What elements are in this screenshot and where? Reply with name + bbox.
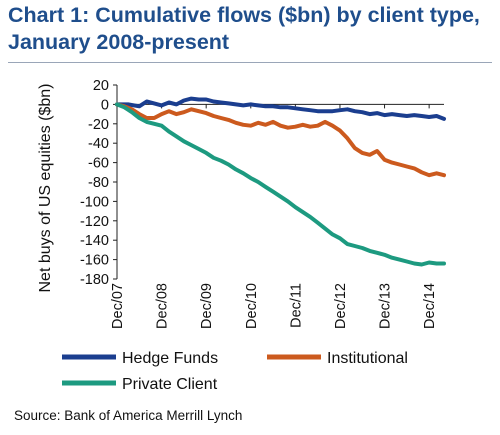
y-tick-label: -60 — [88, 156, 109, 172]
x-tick-label: Dec/09 — [199, 283, 215, 329]
y-axis-ticks: 20 0 -20 -40 -60 -80 -100 -120 -140 -160 -180 — [80, 78, 117, 288]
y-tick-label: 0 — [101, 97, 109, 113]
y-tick-label: -20 — [88, 117, 109, 133]
x-tick-label: Dec/11 — [288, 283, 304, 328]
y-tick-label: -40 — [88, 136, 109, 152]
y-tick-label: -100 — [80, 194, 109, 210]
legend-label-hedge-funds: Hedge Funds — [122, 350, 218, 367]
x-axis-ticks: Dec/07 Dec/08 Dec/09 Dec/10 Dec/11 Dec/12 Dec/… — [110, 104, 438, 329]
x-tick-label: Dec/13 — [378, 283, 394, 329]
legend-label-institutional: Institutional — [327, 350, 408, 367]
x-tick-label: Dec/07 — [110, 283, 126, 329]
y-tick-label: 20 — [93, 78, 109, 94]
y-tick-label: -180 — [80, 272, 109, 288]
y-tick-label: -80 — [88, 175, 109, 191]
series-lines — [115, 96, 446, 267]
x-tick-label: Dec/08 — [155, 283, 171, 329]
x-tick-label: Dec/12 — [333, 283, 349, 329]
chart-title-line-2: January 2008-present — [8, 30, 230, 54]
y-axis-label: Net buys of US equities ($bn) — [37, 84, 54, 293]
x-tick-label: Dec/14 — [422, 283, 438, 329]
legend: Hedge Funds Institutional Private Client — [62, 350, 408, 393]
chart-title: Chart 1: Cumulative flows ($bn) by clien… — [8, 2, 494, 56]
series-line-hedge-funds — [115, 96, 446, 121]
y-tick-label: -160 — [80, 253, 109, 269]
x-tick-label: Dec/10 — [244, 283, 260, 329]
source-note: Source: Bank of America Merrill Lynch — [14, 408, 243, 423]
series-line-private-client — [115, 102, 446, 267]
y-tick-label: -140 — [80, 233, 109, 249]
y-tick-label: -120 — [80, 214, 109, 230]
series-line-institutional — [115, 102, 446, 178]
chart-title-line-1: Chart 1: Cumulative flows ($bn) by clien… — [8, 3, 480, 27]
legend-label-private-client: Private Client — [122, 376, 218, 393]
title-divider — [8, 62, 492, 63]
